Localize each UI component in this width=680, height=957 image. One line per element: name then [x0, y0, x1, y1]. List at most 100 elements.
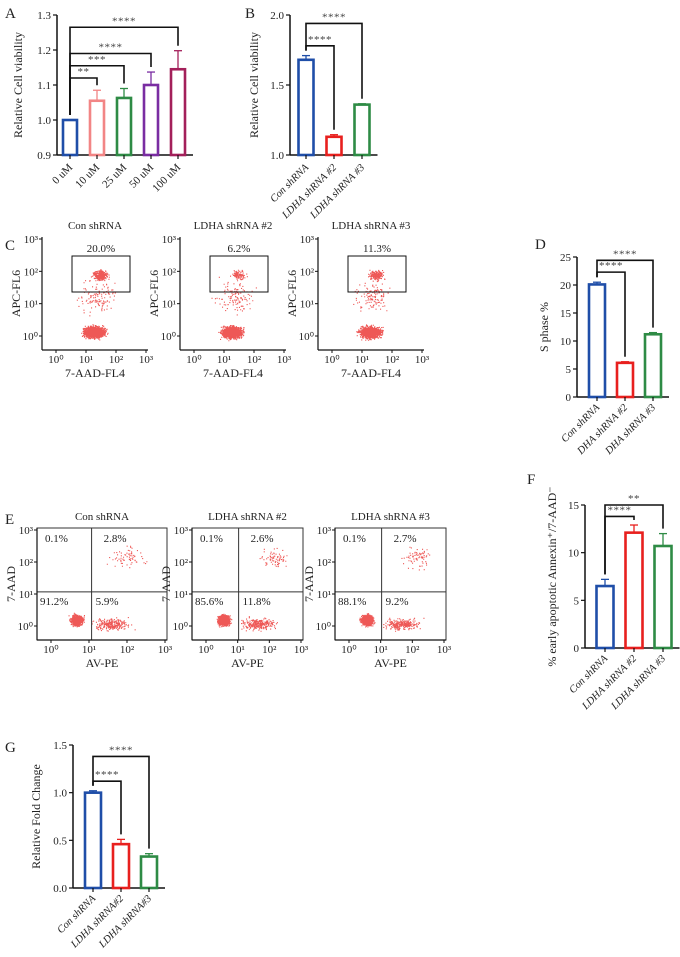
y-tick-label: 10¹	[300, 299, 314, 311]
y-tick-label: 10⁰	[23, 331, 39, 343]
x-tick-label: 10²	[109, 354, 124, 366]
panel-label: F	[527, 472, 535, 488]
plot-title: LDHA shRNA #3	[351, 511, 430, 523]
y-axis-label: 7-AAD	[159, 566, 173, 602]
quadrant-lower-left: 91.2%	[40, 596, 68, 608]
quadrant-lower-right: 5.9%	[96, 596, 119, 608]
event-dots	[90, 269, 110, 282]
quadrant-upper-right: 2.8%	[104, 533, 127, 545]
x-axis-label: 7-AAD-FL4	[203, 366, 263, 380]
y-axis-label: Relative Cell viability	[247, 32, 261, 138]
x-tick-label: 10¹	[82, 644, 96, 656]
quadrant-lower-left: 88.1%	[338, 596, 366, 608]
y-tick-label: 0.5	[53, 835, 67, 847]
bar	[624, 531, 644, 650]
flow-plot: LDHA shRNA #3 11.3% 10⁰ 10⁰ 10¹ 10¹ 10² 10² 10³ 1…	[285, 220, 430, 380]
y-tick-label: 10³	[24, 234, 39, 246]
event-dots	[230, 269, 248, 282]
x-tick-label: 10¹	[217, 354, 231, 366]
x-tick-label: 10²	[120, 644, 135, 656]
bar	[325, 135, 343, 157]
significance-label: ***	[88, 54, 106, 66]
y-tick-label: 1.5	[53, 740, 67, 752]
event-dots	[216, 613, 233, 628]
plot-title: Con shRNA	[75, 511, 129, 523]
bar	[61, 118, 79, 157]
panel-c-flow-plots: C Con shRNA 20.0% 10⁰ 10⁰ 10¹ 10¹ 10² 10² 10³ 10³ 7…	[5, 220, 430, 380]
y-tick-label: 10³	[174, 525, 189, 537]
y-axis-label: % early apoptotic Annexin⁺/7-AAD⁻	[545, 486, 559, 666]
y-tick-label: 0.9	[37, 150, 51, 162]
x-tick-label: 100 uM	[150, 161, 183, 194]
significance-label: ****	[109, 744, 133, 756]
x-tick-label: 10³	[139, 354, 154, 366]
significance-label: ****	[322, 11, 346, 23]
y-tick-label: 10¹	[317, 589, 331, 601]
y-tick-label: 1.0	[270, 150, 284, 162]
y-tick-label: 0.0	[53, 883, 67, 895]
y-tick-label: 15	[568, 500, 580, 512]
bar	[353, 103, 371, 157]
significance-bracket	[604, 504, 664, 575]
y-tick-label: 1.3	[37, 10, 51, 22]
panel-label: A	[5, 6, 16, 22]
significance-label: **	[628, 493, 640, 505]
event-dots	[211, 276, 257, 316]
significance-bracket	[92, 755, 150, 849]
y-tick-label: 10⁰	[299, 331, 315, 343]
x-tick-label: 0 uM	[50, 161, 75, 186]
y-tick-label: 1.0	[53, 788, 67, 800]
y-tick-label: 10¹	[19, 589, 33, 601]
x-tick-label: 10²	[262, 644, 277, 656]
y-axis-label: APC-FL6	[285, 270, 299, 317]
y-tick-label: 0	[574, 643, 580, 655]
significance-bracket	[305, 22, 363, 99]
quadrant-lower-right: 9.2%	[386, 596, 409, 608]
y-tick-label: 5	[566, 364, 572, 376]
x-tick-label: 10³	[294, 644, 309, 656]
quadrant-upper-left: 0.1%	[343, 533, 366, 545]
x-axis-label: AV-PE	[86, 656, 119, 670]
significance-bracket	[69, 52, 152, 115]
x-tick-label: 25 uM	[100, 161, 129, 190]
y-tick-label: 10	[560, 336, 572, 348]
event-dots	[241, 616, 278, 632]
plot-title: LDHA shRNA #2	[194, 220, 273, 232]
event-dots	[259, 547, 288, 568]
y-tick-label: 10⁰	[18, 621, 34, 633]
quadrant-lower-left: 85.6%	[195, 596, 223, 608]
y-tick-label: 25	[560, 252, 572, 264]
y-axis-label: S phase %	[537, 302, 551, 352]
event-dots	[76, 280, 116, 317]
event-dots	[218, 325, 245, 342]
x-tick-label: 10⁰	[186, 354, 202, 366]
gate-percent: 11.3%	[363, 243, 391, 255]
x-tick-label: 10²	[247, 354, 262, 366]
panel-label: C	[5, 238, 15, 254]
panel-label: B	[245, 6, 255, 22]
y-tick-label: 20	[560, 280, 572, 292]
y-tick-label: 0	[566, 392, 572, 404]
significance-label: **	[78, 66, 90, 78]
y-tick-label: 10²	[19, 557, 34, 569]
x-tick-label: 10¹	[355, 354, 369, 366]
y-tick-label: 10²	[300, 266, 315, 278]
significance-label: ****	[599, 260, 623, 272]
bar	[595, 584, 615, 650]
y-tick-label: 5	[574, 595, 580, 607]
event-dots	[68, 612, 85, 628]
x-tick-label: 10⁰	[324, 354, 340, 366]
y-tick-label: 10²	[162, 266, 177, 278]
y-tick-label: 10³	[162, 234, 177, 246]
flow-plot: Con shRNA 20.0% 10⁰ 10⁰ 10¹ 10¹ 10² 10² 10³ 10³ 7-…	[9, 220, 154, 380]
x-tick-label: 10¹	[231, 644, 245, 656]
flow-plot: Con shRNA 0.1% 2.8% 91.2% 5.9% 10⁰ 10⁰ 10¹ 10¹ 10…	[4, 511, 173, 670]
panel-f-bar-chart: F 0 5 10 15 % early apoptotic Annexin⁺/7-AAD⁻…	[527, 472, 680, 713]
plot-title: Con shRNA	[68, 220, 122, 232]
event-dots	[81, 324, 109, 341]
y-tick-label: 10⁰	[173, 621, 189, 633]
y-axis-label: Relative Fold Change	[29, 764, 43, 869]
y-axis-label: APC-FL6	[147, 270, 161, 317]
bar	[111, 842, 131, 890]
